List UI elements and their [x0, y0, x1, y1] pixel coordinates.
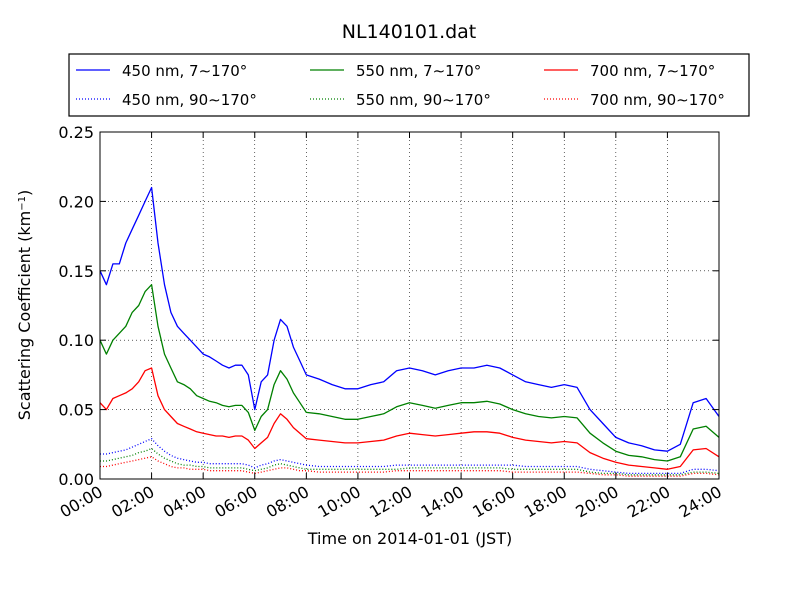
y-axis-label-exponent: −1	[17, 196, 28, 211]
legend-label: 700 nm, 7∼170°	[590, 62, 715, 80]
y-tick-label: 0.25	[58, 123, 94, 142]
y-axis-label: Scattering Coefficient (km−1)	[15, 190, 34, 421]
series-line	[99, 367, 720, 470]
y-tick-label: 0.00	[58, 470, 94, 489]
y-axis-label-main: Scattering Coefficient (km	[15, 211, 34, 421]
legend: 450 nm, 7∼170° 550 nm, 7∼170° 700 nm, 7∼17…	[68, 53, 750, 117]
y-tick-label: 0.20	[58, 192, 94, 211]
x-axis-label: Time on 2014-01-01 (JST)	[307, 529, 512, 548]
y-axis-label-close: )	[15, 190, 34, 196]
legend-label: 450 nm, 7∼170°	[122, 62, 247, 80]
series-line	[100, 456, 720, 477]
legend-label: 450 nm, 90∼170°	[122, 91, 257, 109]
y-axis-ticks: 0.00 0.05 0.10 0.15 0.20 0.25	[58, 123, 719, 489]
y-tick-label: 0.05	[58, 401, 94, 420]
series-layer	[99, 186, 720, 477]
legend-label: 550 nm, 7∼170°	[356, 62, 481, 80]
series-line	[99, 284, 720, 462]
legend-label: 700 nm, 90∼170°	[590, 91, 725, 109]
series-line	[100, 438, 720, 475]
series-line	[99, 186, 720, 452]
y-tick-label: 0.10	[58, 331, 94, 350]
chart-title: NL140101.dat	[342, 21, 477, 43]
y-tick-label: 0.15	[58, 262, 94, 281]
legend-label: 550 nm, 90∼170°	[356, 91, 491, 109]
